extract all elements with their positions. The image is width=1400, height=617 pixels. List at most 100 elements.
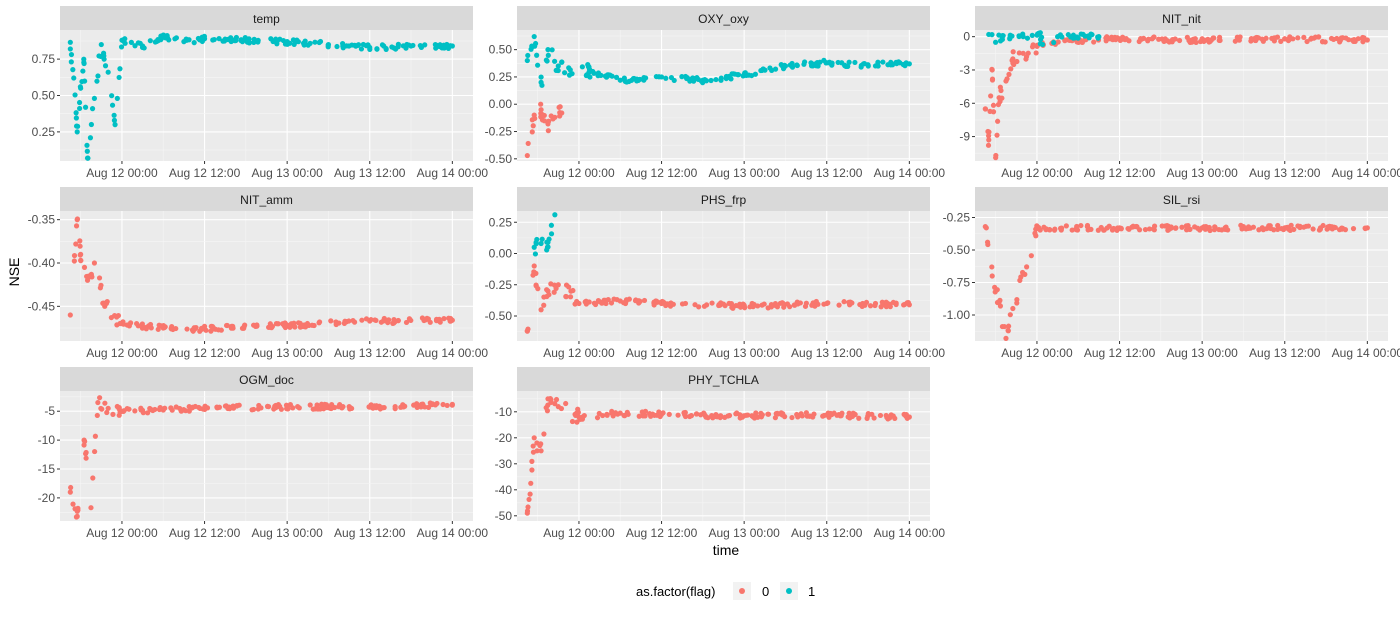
data-point [112, 122, 118, 128]
data-point [617, 77, 623, 83]
data-point [350, 317, 356, 324]
data-point [1315, 34, 1322, 40]
data-point [160, 325, 166, 331]
data-point [229, 36, 235, 43]
data-point [989, 264, 995, 270]
data-point [99, 406, 105, 412]
data-point [325, 41, 332, 48]
data-point [701, 303, 708, 309]
data-point [559, 59, 565, 65]
series-PHS_frp-flag-0 [524, 263, 912, 334]
data-point [526, 496, 532, 503]
strip-label-PHY_TCHLA: PHY_TCHLA [688, 373, 759, 387]
data-point [95, 399, 101, 406]
data-point [88, 121, 94, 128]
data-point [609, 410, 616, 417]
data-point [617, 410, 623, 416]
data-point [999, 323, 1006, 330]
data-point [782, 63, 789, 69]
x-tick-label: Aug 13 12:00 [791, 166, 863, 180]
data-point [1310, 226, 1316, 232]
data-point [539, 111, 545, 118]
data-point [75, 123, 81, 129]
data-point [613, 74, 620, 80]
data-point [1006, 71, 1012, 77]
data-point [294, 37, 300, 43]
data-point [1116, 36, 1123, 42]
data-point [251, 406, 257, 413]
x-tick-label: Aug 13 12:00 [791, 526, 863, 540]
data-point [718, 300, 724, 306]
x-tick-label: Aug 13 12:00 [791, 346, 863, 360]
data-point [102, 63, 109, 69]
data-point [530, 123, 536, 129]
data-point [1037, 41, 1043, 47]
data-point [1023, 56, 1029, 62]
data-point [311, 322, 317, 329]
plot-area-OXY_oxy [517, 30, 930, 161]
data-point [737, 301, 743, 307]
data-point [98, 282, 104, 288]
data-point [181, 407, 187, 413]
data-point [679, 74, 685, 80]
data-point [1017, 277, 1023, 283]
data-point [528, 480, 534, 486]
strip-label-OXY_oxy: OXY_oxy [698, 12, 749, 26]
data-point [316, 319, 323, 325]
data-point [197, 37, 203, 43]
data-point [116, 74, 122, 81]
data-point [761, 301, 767, 307]
x-tick-label: Aug 14 00:00 [417, 526, 489, 540]
data-point [767, 65, 773, 71]
data-point [555, 63, 561, 69]
x-tick-label: Aug 12 12:00 [169, 166, 241, 180]
data-point [841, 299, 847, 305]
data-point [83, 451, 89, 457]
data-point [169, 407, 175, 413]
data-point [84, 148, 90, 154]
data-point [988, 93, 994, 99]
data-point [116, 404, 122, 411]
data-point [1216, 226, 1222, 233]
data-point [807, 413, 813, 419]
data-point [524, 152, 530, 159]
data-point [418, 404, 424, 410]
data-point [992, 289, 998, 295]
data-point [132, 43, 138, 49]
data-point [449, 317, 455, 323]
data-point [535, 62, 541, 68]
data-point [765, 411, 772, 417]
data-point [441, 316, 447, 322]
data-point [801, 61, 807, 67]
y-tick-label: -50 [495, 509, 513, 523]
data-point [741, 303, 747, 309]
data-point [374, 46, 380, 52]
data-point [100, 50, 107, 56]
y-tick-label: -40 [495, 483, 513, 497]
strip-PHY_TCHLA [517, 367, 930, 391]
data-point [1142, 226, 1149, 233]
data-point [689, 76, 695, 82]
data-point [1010, 49, 1016, 55]
data-point [772, 302, 778, 308]
data-point [529, 129, 535, 135]
data-point [119, 408, 125, 414]
data-point [78, 257, 84, 263]
data-point [111, 112, 117, 118]
data-point [83, 455, 89, 461]
data-point [986, 129, 992, 135]
data-point [1103, 38, 1109, 44]
data-point [201, 405, 208, 411]
y-tick-label: -5 [44, 404, 55, 418]
data-point [1237, 34, 1243, 40]
y-tick-label: -6 [959, 96, 970, 110]
data-point [698, 412, 704, 418]
y-tick-label: 0 [963, 30, 970, 44]
data-point [118, 44, 125, 50]
x-tick-label: Aug 13 00:00 [708, 346, 780, 360]
y-tick-label: 0.25 [489, 215, 513, 229]
y-tick-label: -0.35 [28, 213, 56, 227]
data-point [1360, 34, 1366, 41]
data-point [1350, 226, 1357, 232]
